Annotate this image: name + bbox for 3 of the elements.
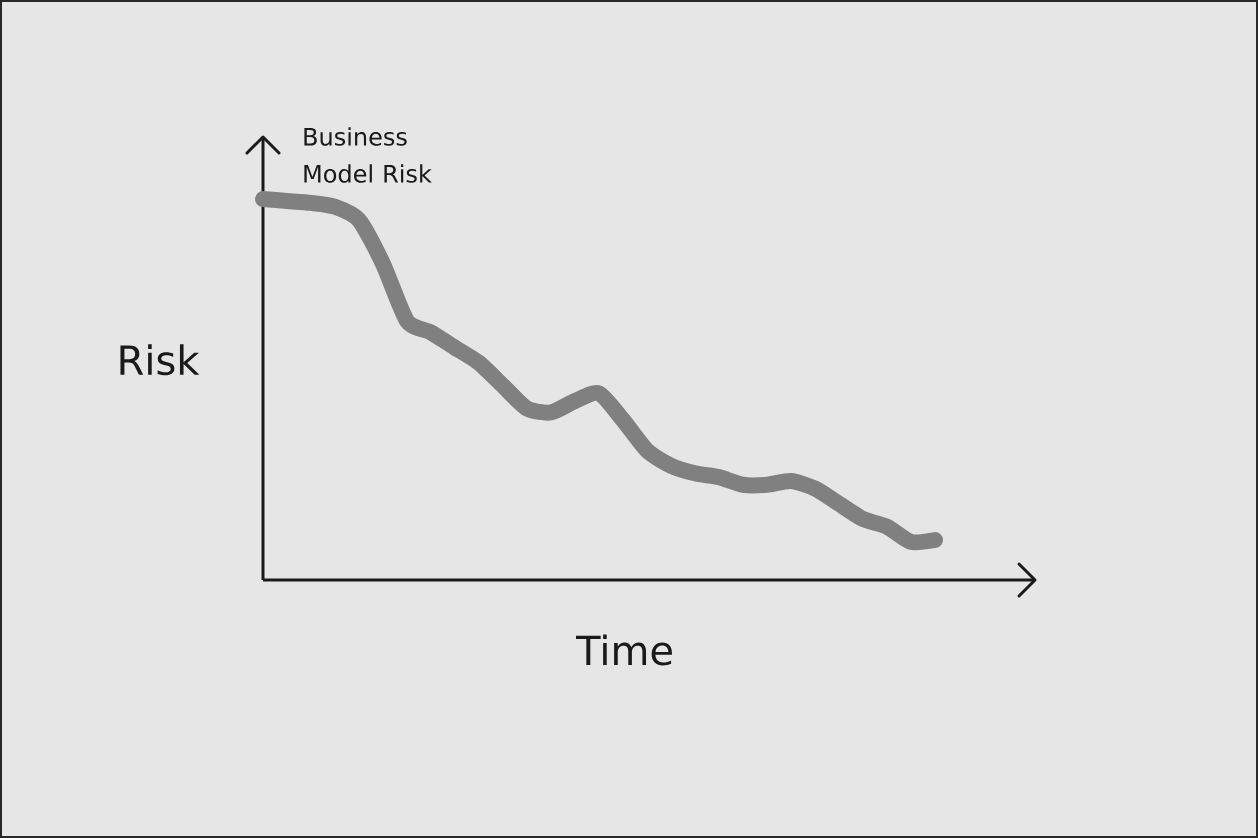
- x-axis-title: Time: [576, 634, 672, 666]
- series-label: Business Model Risk: [304, 127, 432, 183]
- y-axis-title: Risk: [120, 344, 200, 376]
